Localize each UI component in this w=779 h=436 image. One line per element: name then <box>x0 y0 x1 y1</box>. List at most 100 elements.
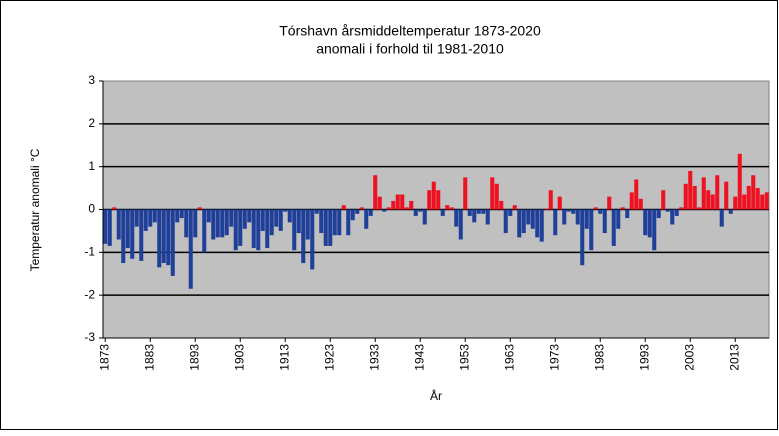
bar <box>404 207 409 210</box>
bar <box>166 209 171 266</box>
bar <box>679 207 684 210</box>
bar <box>706 190 711 210</box>
bar <box>476 209 481 214</box>
bar <box>328 209 333 246</box>
bar <box>607 196 612 210</box>
bar <box>175 209 180 223</box>
bar <box>656 209 661 219</box>
bar <box>211 209 216 240</box>
x-tick-label: 2003 <box>682 344 696 371</box>
bar <box>247 209 252 223</box>
bar <box>728 209 733 214</box>
bar <box>643 209 648 236</box>
bar <box>265 209 270 249</box>
bar <box>764 192 769 210</box>
bar <box>152 209 157 223</box>
bar <box>125 209 130 249</box>
bar <box>305 209 310 240</box>
bar <box>472 209 477 223</box>
bar <box>670 209 675 225</box>
bar <box>238 209 243 246</box>
bar <box>701 177 706 210</box>
bar <box>301 209 306 264</box>
bar <box>418 209 423 212</box>
bar <box>508 209 513 216</box>
bar <box>359 207 364 210</box>
bar <box>202 209 207 253</box>
bar <box>557 196 562 210</box>
x-tick-label: 1933 <box>367 344 381 371</box>
bar <box>494 183 499 210</box>
x-tick-label: 2013 <box>727 344 741 371</box>
x-tick-label: 1973 <box>547 344 561 371</box>
bar <box>346 209 351 236</box>
bar <box>440 209 445 216</box>
bar <box>688 170 693 210</box>
bar <box>746 185 751 210</box>
bar <box>350 209 355 221</box>
bar <box>445 205 450 210</box>
x-tick-label: 1963 <box>502 344 516 371</box>
bar <box>661 190 666 210</box>
y-tick-label: 1 <box>88 159 95 173</box>
bar <box>409 200 414 210</box>
bar <box>710 194 715 210</box>
x-tick-label: 1883 <box>142 344 156 371</box>
bar <box>625 209 630 219</box>
x-tick-label: 1953 <box>457 344 471 371</box>
bar <box>184 209 189 238</box>
y-axis-label: Temperatur anomali °C <box>28 148 42 271</box>
bar <box>481 209 486 214</box>
bar <box>517 209 522 238</box>
bar <box>755 188 760 210</box>
bar <box>544 208 549 210</box>
x-tick-label: 1943 <box>412 344 426 371</box>
bar <box>143 209 148 231</box>
bar <box>499 200 504 210</box>
bar <box>697 207 702 210</box>
bar <box>296 209 301 234</box>
bar <box>715 175 720 210</box>
bar <box>386 207 391 210</box>
y-tick-label: 0 <box>88 202 95 216</box>
bar <box>436 190 441 210</box>
chart-subtitle: anomali i forhold til 1981-2010 <box>316 41 504 57</box>
bar <box>103 209 108 244</box>
x-tick-label: 1873 <box>97 344 111 371</box>
bar <box>269 209 274 236</box>
bar <box>467 209 472 216</box>
y-tick-label: -1 <box>84 245 95 259</box>
x-tick-label: 1993 <box>637 344 651 371</box>
bar <box>112 207 117 210</box>
x-tick-label: 1983 <box>592 344 606 371</box>
bar <box>130 209 135 259</box>
bar <box>256 209 261 251</box>
bar <box>449 207 454 210</box>
bar <box>512 205 517 210</box>
bar <box>278 209 283 231</box>
bar <box>364 209 369 229</box>
bar <box>274 209 279 227</box>
bar <box>490 177 495 210</box>
bar <box>458 209 463 240</box>
bar <box>647 209 652 238</box>
bar <box>737 153 742 210</box>
bar <box>310 209 315 270</box>
bar <box>427 190 432 210</box>
bar <box>593 207 598 210</box>
bar <box>665 209 670 212</box>
bar <box>292 209 297 251</box>
bar <box>188 209 193 289</box>
bar <box>548 190 553 210</box>
bar <box>224 209 229 236</box>
bar <box>337 209 342 236</box>
bar <box>751 175 756 210</box>
bar <box>170 209 175 276</box>
bar <box>134 209 139 227</box>
bar <box>503 209 508 234</box>
bar <box>760 194 765 210</box>
bar <box>395 194 400 210</box>
bar <box>602 209 607 234</box>
bar <box>454 209 459 227</box>
bar <box>611 209 616 246</box>
